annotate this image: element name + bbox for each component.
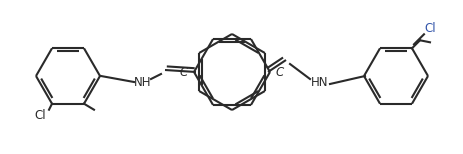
Text: HN: HN [311,75,328,89]
Text: C: C [179,65,188,79]
Text: Cl: Cl [34,109,46,122]
Text: NH: NH [134,75,151,89]
Text: C: C [275,65,284,79]
Text: Cl: Cl [423,22,435,35]
